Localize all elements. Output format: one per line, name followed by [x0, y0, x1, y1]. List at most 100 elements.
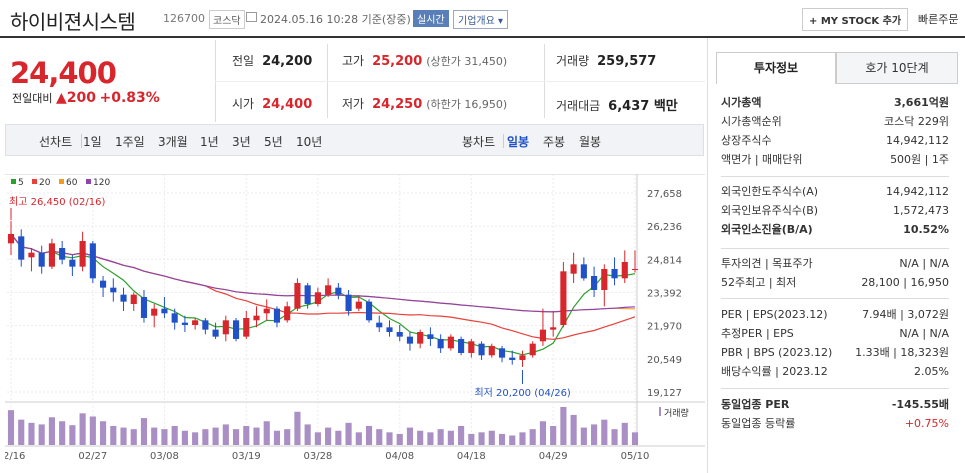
tab-5year[interactable]: 5년	[264, 135, 283, 149]
info-label: 동일업종 등락률	[721, 417, 796, 430]
divider	[503, 134, 504, 148]
volume-bar	[519, 432, 526, 445]
candle-body	[18, 236, 25, 260]
candle-body	[427, 334, 434, 339]
info-row: 액면가 | 매매단위 500원 | 1주	[721, 151, 949, 169]
info-row: 시가총액순위 코스닥 229위	[721, 113, 949, 131]
volume-bar	[110, 426, 117, 445]
open-value: 24,400	[262, 97, 313, 112]
candle-body	[621, 262, 628, 279]
candle-body	[212, 329, 219, 337]
candle-body	[631, 268, 639, 270]
info-row: 시가총액 3,661억원	[721, 94, 949, 112]
ma120-line	[10, 233, 636, 313]
quick-order-button[interactable]: 빠른주문	[918, 13, 959, 26]
volume-bar	[478, 432, 485, 445]
volume-bar	[345, 422, 352, 445]
volume-bar	[161, 429, 168, 445]
volume-bar	[458, 426, 465, 445]
candle-body	[611, 268, 618, 279]
volume: 거래량 259,577	[556, 52, 656, 69]
info-value: 14,942,112	[886, 185, 949, 198]
info-value: 28,100 | 16,950	[861, 276, 949, 289]
volume-bar	[417, 430, 424, 445]
info-label: 시가총액순위	[721, 115, 782, 128]
volume-bar	[284, 429, 291, 445]
tab-1year[interactable]: 1년	[200, 135, 219, 149]
x-tick-label: 02/27	[78, 451, 107, 462]
volume-bar	[325, 427, 332, 445]
low-value: 24,250	[372, 97, 423, 112]
info-value: 14,942,112	[886, 134, 949, 147]
x-tick-label: 03/08	[150, 451, 179, 462]
candle-body	[89, 243, 96, 279]
tab-3year[interactable]: 3년	[232, 135, 251, 149]
info-label: 상장주식수	[721, 134, 772, 147]
y-tick-label: 24,814	[647, 255, 682, 266]
tab-1week[interactable]: 1주일	[115, 135, 145, 149]
open-price: 시가 24,400	[232, 95, 312, 112]
volume-bar	[202, 429, 209, 445]
candle-body	[560, 271, 567, 325]
change-label: 전일대비	[12, 92, 53, 105]
tab-candle-chart[interactable]: 봉차트	[462, 135, 496, 149]
tab-line-chart[interactable]: 선차트	[39, 135, 73, 149]
info-value: -145.55배	[891, 398, 949, 411]
tab-daily[interactable]: 일봉	[507, 135, 530, 149]
info-label: 외국인한도주식수(A)	[721, 185, 819, 198]
candle-body	[314, 292, 321, 304]
lower-limit: (하한가 16,950)	[426, 98, 508, 111]
low-price: 저가 24,250 (하한가 16,950)	[342, 95, 507, 112]
candle-body	[539, 329, 547, 342]
info-row: 외국인소진율(B/A) 10.52%	[721, 221, 949, 239]
realtime-badge[interactable]: 실시간	[413, 10, 449, 27]
candle-body	[355, 301, 362, 309]
y-tick-label: 27,658	[647, 189, 682, 200]
candle-body	[509, 357, 516, 360]
volume-bar	[232, 429, 240, 445]
candle-body	[79, 241, 86, 267]
info-row: PBR | BPS (2023.12) 1.33배 | 18,323원	[721, 344, 949, 362]
company-info-dropdown[interactable]: 기업개요 ▾	[453, 10, 509, 29]
legend-label: 60	[66, 178, 78, 188]
info-row: 52주최고 | 최저 28,100 | 16,950	[721, 274, 949, 292]
y-tick-label: 21,970	[647, 322, 682, 333]
volume-bar	[621, 422, 628, 445]
tab-hoga[interactable]: 호가 10단계	[836, 52, 958, 84]
tab-invest-info[interactable]: 투자정보	[716, 52, 836, 84]
volume-bar	[560, 407, 567, 445]
candle-body	[335, 287, 342, 295]
volume-bar	[611, 429, 618, 445]
divider	[721, 298, 949, 299]
candle-body	[591, 275, 598, 290]
info-value: 3,661억원	[893, 96, 949, 109]
tab-10year[interactable]: 10년	[296, 135, 323, 149]
candle-body	[519, 355, 526, 360]
high-label: 고가	[342, 54, 365, 68]
volume-bar	[222, 424, 229, 445]
tab-monthly[interactable]: 월봉	[579, 135, 602, 149]
y-tick-label: 19,127	[647, 388, 682, 399]
volume-bar	[570, 414, 577, 445]
volume-bar	[631, 432, 639, 445]
divider	[81, 134, 82, 148]
info-label: 추정PER | EPS	[721, 327, 794, 340]
tab-weekly[interactable]: 주봉	[543, 135, 566, 149]
candle-body	[120, 294, 127, 302]
volume-bar	[130, 429, 137, 445]
candle-body	[222, 320, 229, 335]
add-my-stock-button[interactable]: + MY STOCK 추가	[802, 8, 909, 31]
tab-1day[interactable]: 1일	[83, 135, 102, 149]
volume-bar	[355, 432, 362, 445]
y-tick-label: 26,236	[647, 222, 682, 233]
legend-swatch	[11, 179, 16, 184]
info-value: 1,572,473	[893, 204, 949, 217]
volume-bar	[498, 433, 506, 445]
legend-swatch	[59, 179, 64, 184]
candle-body	[345, 294, 352, 311]
trade-value-label: 거래대금	[556, 99, 601, 113]
legend-swatch	[32, 179, 37, 184]
candle-body	[48, 243, 55, 267]
tab-3month[interactable]: 3개월	[158, 135, 188, 149]
divider	[721, 176, 949, 177]
